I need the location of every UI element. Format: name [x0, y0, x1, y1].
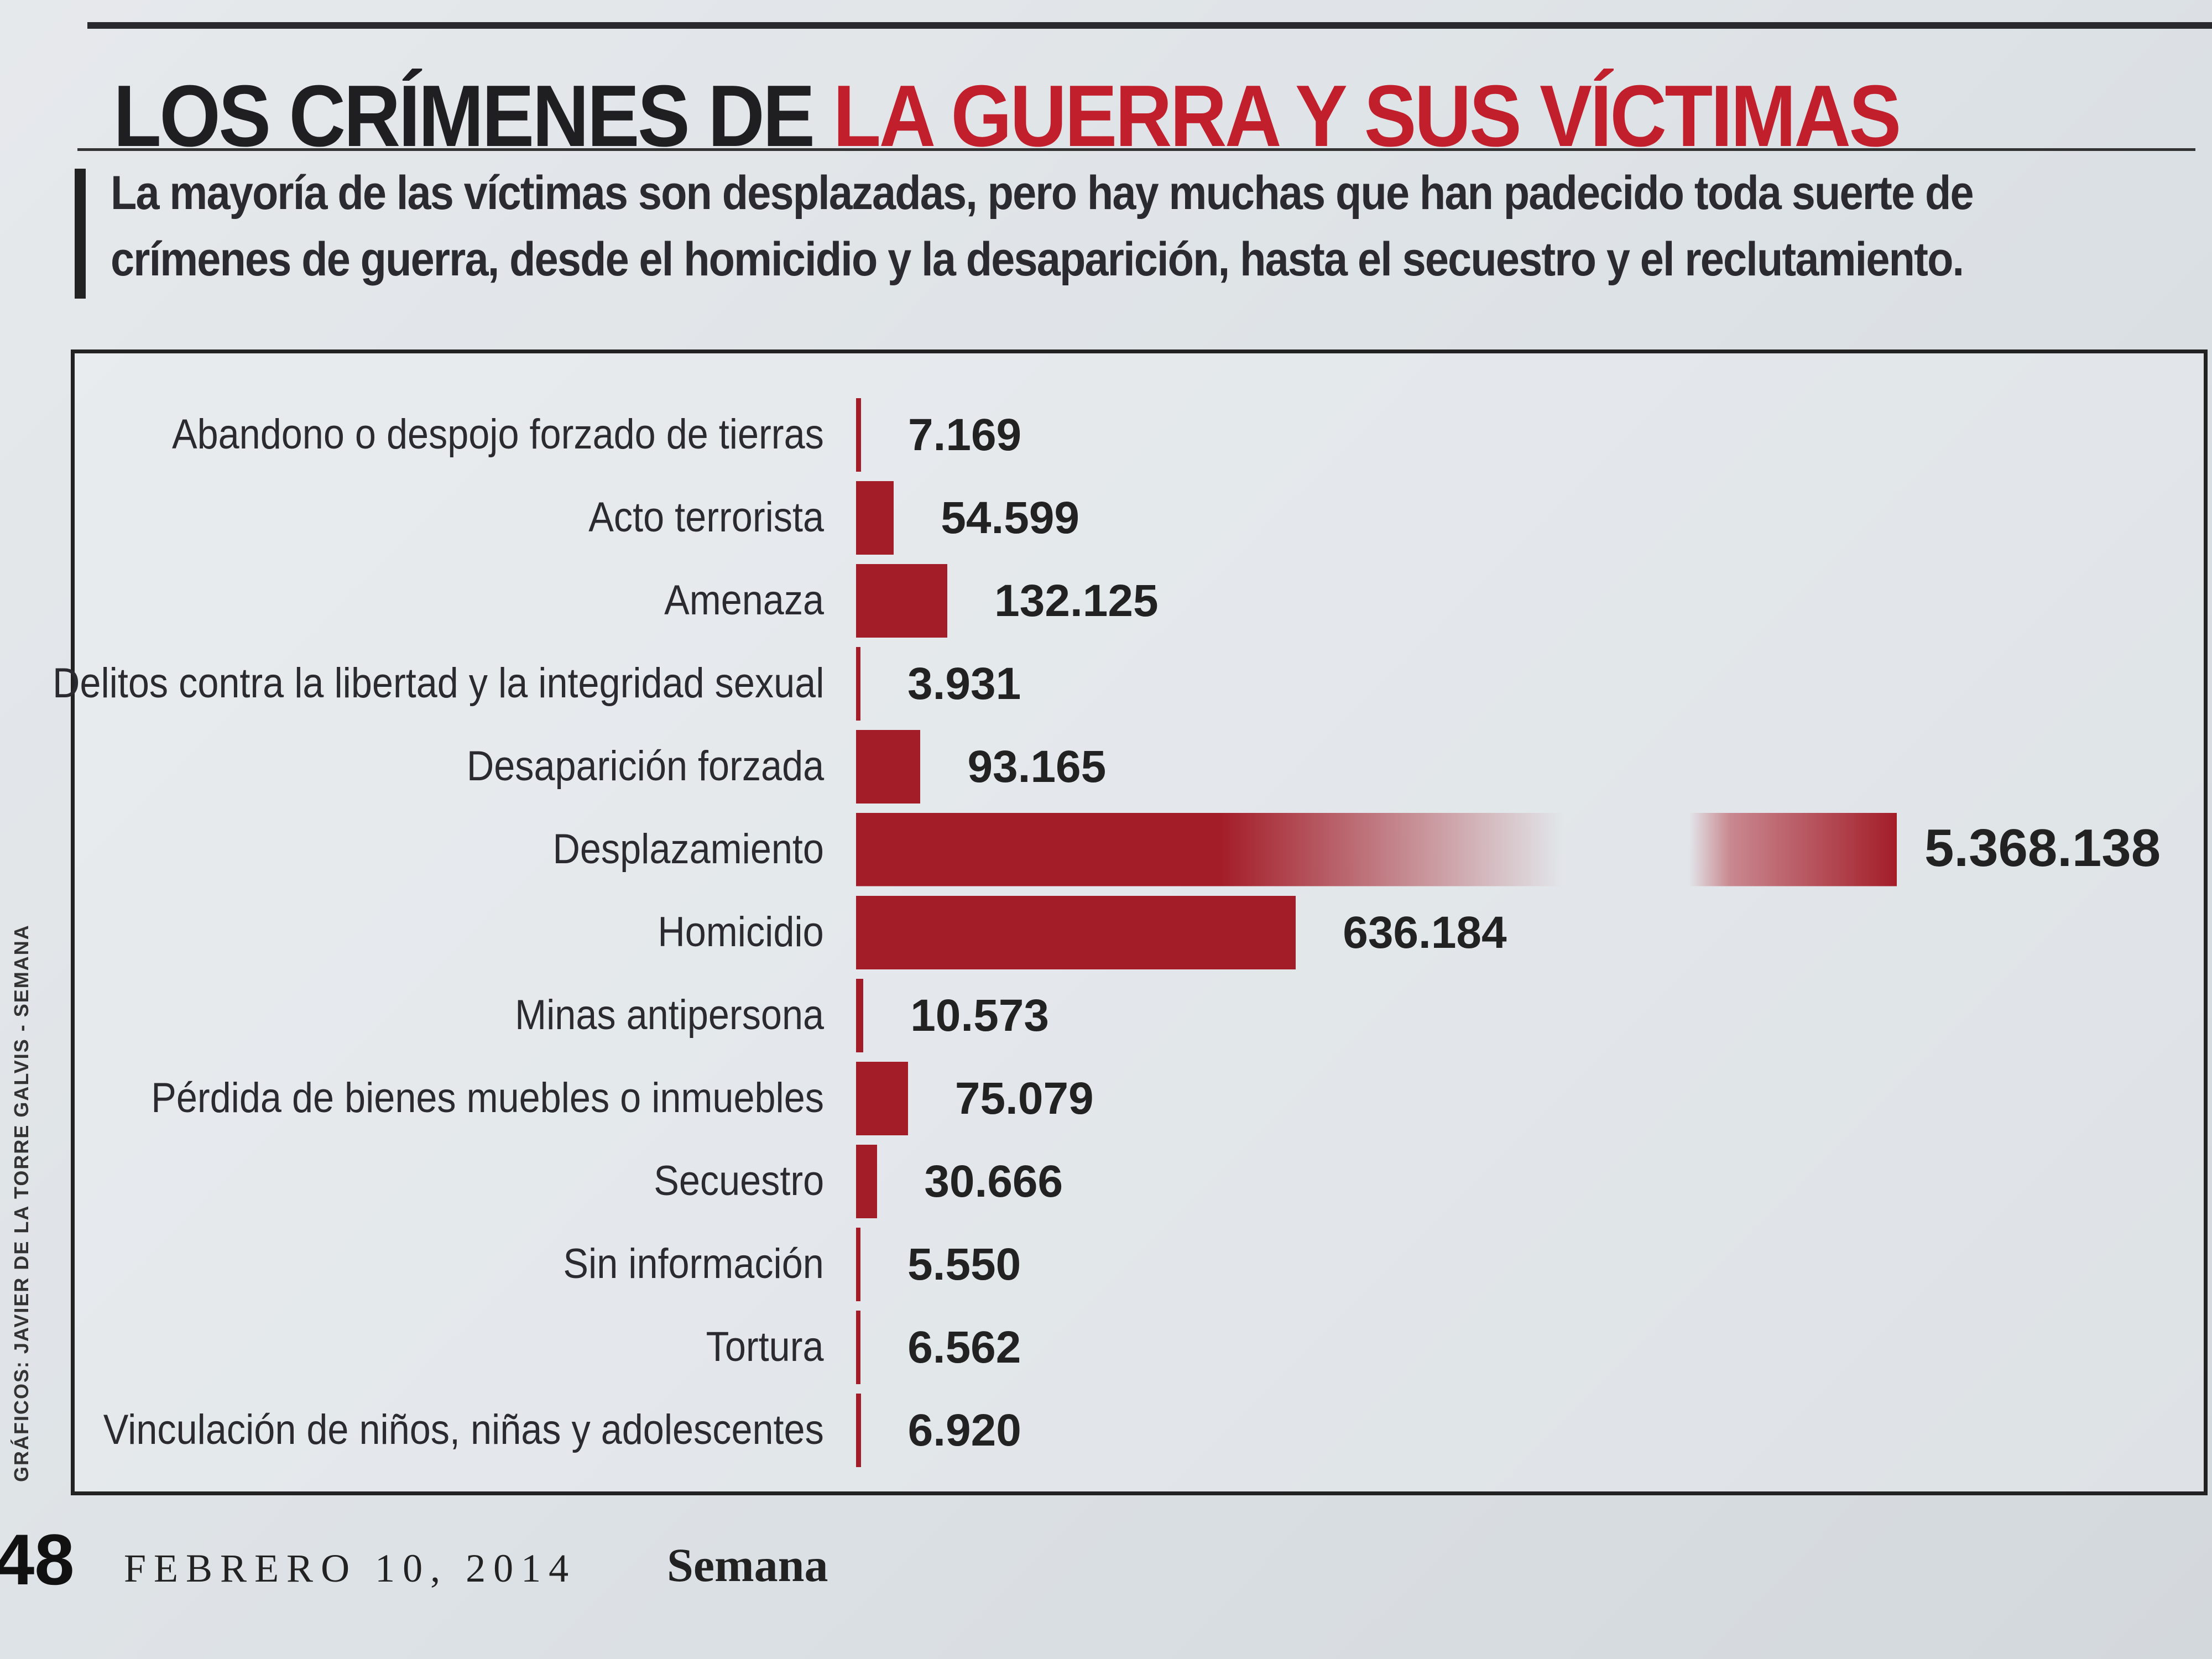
value-label: 3.931	[907, 659, 1021, 709]
value-label: 5.550	[907, 1239, 1021, 1290]
bar	[856, 564, 948, 638]
bar	[856, 978, 864, 1052]
graphics-credit: GRÁFICOS: JAVIER DE LA TORRE GALVIS - SE…	[10, 924, 33, 1482]
value-label: 54.599	[941, 493, 1080, 543]
category-label: Homicidio	[658, 909, 824, 956]
bar	[856, 646, 860, 721]
category-label: Acto terrorista	[588, 494, 824, 541]
category-label: Minas antipersona	[515, 992, 824, 1039]
value-label: 7.169	[907, 410, 1022, 460]
category-label: Desplazamiento	[552, 826, 824, 873]
magazine-name: Semana	[667, 1538, 828, 1592]
category-label: Pérdida de bienes muebles o inmuebles	[151, 1074, 824, 1121]
value-label: 132.125	[994, 576, 1159, 626]
bar	[856, 1144, 878, 1218]
value-label: 93.165	[967, 742, 1107, 792]
value-label: 5.368.138	[1924, 818, 2161, 878]
value-label: 6.562	[907, 1322, 1021, 1373]
value-label: 10.573	[910, 990, 1050, 1041]
category-label: Delitos contra la libertad y la integrid…	[52, 660, 824, 707]
value-label: 75.079	[954, 1073, 1094, 1124]
category-label: Vinculación de niños, niñas y adolescent…	[103, 1406, 824, 1453]
value-label: 30.666	[924, 1156, 1063, 1207]
bar	[856, 1227, 860, 1301]
bar	[856, 1393, 861, 1467]
category-label: Sin información	[563, 1240, 824, 1287]
value-label: 636.184	[1343, 907, 1507, 958]
category-label: Amenaza	[664, 577, 824, 624]
subtitle-line-1: La mayoría de las víctimas son desplazad…	[111, 166, 1974, 220]
category-label: Abandono o despojo forzado de tierras	[172, 411, 824, 458]
category-label: Tortura	[706, 1323, 824, 1370]
bar	[856, 481, 894, 555]
bar	[856, 398, 861, 472]
bar	[856, 729, 921, 804]
bar	[856, 1310, 861, 1384]
subtitle-bar	[75, 169, 86, 299]
page-number: 48	[0, 1519, 75, 1600]
bar	[856, 1061, 908, 1135]
title-divider	[77, 148, 2195, 151]
page-title: LOS CRÍMENES DE LA GUERRA Y SUS VÍCTIMAS	[113, 66, 1901, 166]
issue-date: FEBRERO 10, 2014	[124, 1546, 577, 1590]
subtitle-line-2: crímenes de guerra, desde el homicidio y…	[111, 233, 1964, 286]
value-label: 6.920	[907, 1405, 1021, 1455]
bar	[856, 895, 1296, 969]
top-rule	[87, 22, 2212, 29]
category-label: Secuestro	[654, 1157, 824, 1204]
bar	[856, 812, 1897, 886]
category-label: Desaparición forzada	[466, 743, 824, 790]
